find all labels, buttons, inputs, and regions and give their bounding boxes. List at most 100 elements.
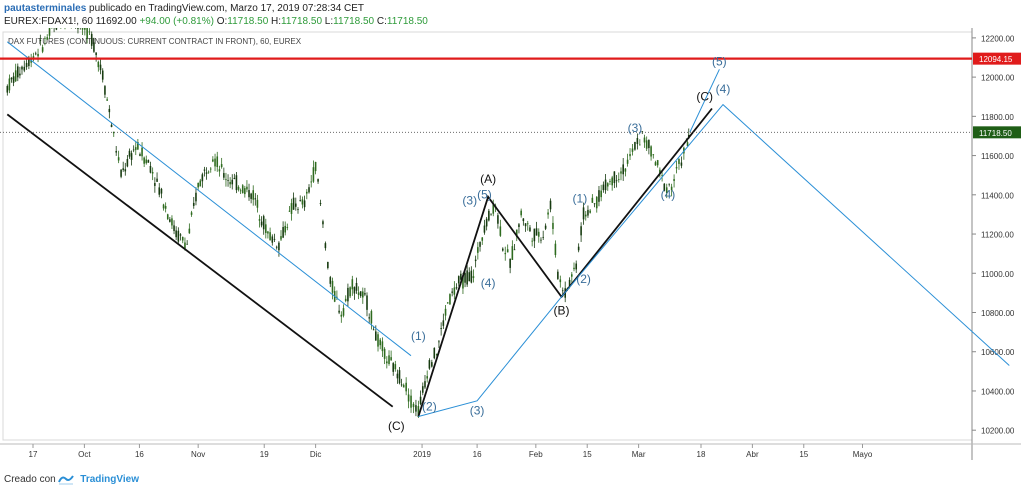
- candle-body: [629, 154, 631, 157]
- wave-label: (C): [696, 90, 713, 104]
- candle-body: [181, 236, 184, 241]
- candle-body: [568, 279, 571, 287]
- candle-body: [120, 169, 122, 177]
- candle-body: [195, 192, 197, 202]
- candle-body: [16, 66, 19, 78]
- candle-body: [207, 171, 210, 173]
- candle-body: [457, 276, 460, 284]
- y-tick-label: 11000.00: [981, 270, 1014, 279]
- wave-label: (1): [573, 192, 588, 206]
- candle-body: [164, 206, 167, 209]
- candle-body: [455, 287, 458, 289]
- candle-body: [613, 171, 616, 184]
- candle-body: [511, 246, 514, 260]
- candle-body: [143, 157, 145, 164]
- candle-body: [177, 230, 180, 242]
- x-tick-label: Mayo: [853, 450, 873, 459]
- candle-body: [464, 273, 466, 283]
- candle-body: [162, 204, 165, 209]
- high-value: 11718.50: [281, 16, 323, 27]
- candle-body: [634, 141, 636, 150]
- candle-body: [254, 198, 257, 200]
- candle-body: [524, 223, 527, 227]
- candle-body: [90, 33, 93, 46]
- candle-body: [303, 200, 306, 208]
- tradingview-logo-icon: [58, 475, 75, 485]
- candle-body: [656, 160, 659, 166]
- candle-body: [41, 47, 44, 52]
- candle-body: [260, 221, 263, 226]
- author-link[interactable]: pautasterminales: [4, 3, 87, 14]
- candle-body: [280, 236, 282, 240]
- candle-body: [301, 199, 304, 205]
- candle-body: [504, 253, 507, 255]
- candle-body: [319, 203, 322, 205]
- last-price: 11692.00: [95, 16, 137, 27]
- candle-body: [179, 234, 182, 236]
- candle-body: [477, 247, 479, 253]
- y-tick-label: 11400.00: [981, 191, 1014, 200]
- tradingview-brand[interactable]: TradingView: [80, 474, 139, 486]
- resistance-price-tag: [973, 52, 1021, 65]
- candle-body: [106, 99, 108, 101]
- candle-body: [158, 187, 161, 195]
- candle-body: [344, 298, 347, 302]
- candle-body: [355, 282, 358, 291]
- candle-body: [227, 179, 229, 181]
- candle-body: [602, 184, 605, 191]
- candle-body: [604, 179, 607, 191]
- candle-body: [442, 320, 445, 326]
- candle-body: [481, 237, 484, 241]
- candle-body: [675, 167, 678, 169]
- candle-body: [205, 172, 208, 174]
- candle-body: [661, 175, 663, 176]
- published-text: publicado en TradingView.com, Marzo 17, …: [89, 3, 365, 14]
- candle-body: [412, 403, 415, 408]
- candle-body: [128, 150, 131, 157]
- low-label: L:: [324, 16, 334, 27]
- candle-body: [631, 148, 634, 152]
- y-tick-label: 11200.00: [981, 231, 1014, 240]
- candle-body: [364, 293, 366, 295]
- candle-body: [622, 164, 624, 175]
- x-tick-label: 15: [583, 450, 592, 459]
- candle-body: [229, 181, 231, 185]
- candle-body: [288, 210, 291, 212]
- candle-body: [561, 290, 564, 292]
- blue-wave-5: [689, 69, 720, 133]
- candle-body: [139, 154, 141, 156]
- price-chart[interactable]: 12200.00 12000.00 11800.00 11600.00 11400.00…: [0, 28, 1024, 464]
- x-tick-label: 15: [799, 450, 808, 459]
- candle-body: [169, 219, 171, 222]
- candle-body: [620, 171, 622, 174]
- candle-body: [526, 223, 529, 225]
- candle-body: [435, 353, 438, 356]
- candle-body: [438, 341, 440, 343]
- candle-body: [117, 157, 120, 161]
- candle-body: [419, 396, 422, 404]
- candle-body: [214, 158, 216, 167]
- candle-body: [184, 242, 186, 249]
- candle-body: [670, 186, 673, 191]
- candle-body: [462, 275, 464, 289]
- candle-body: [93, 42, 95, 52]
- candle-body: [115, 151, 117, 153]
- y-tick-label: 12000.00: [981, 74, 1015, 83]
- candle-body: [8, 78, 11, 91]
- candle-body: [636, 137, 639, 145]
- candle-body: [190, 212, 193, 215]
- candle-body: [606, 183, 609, 187]
- candle-body: [235, 175, 238, 191]
- wave-label: (4): [716, 82, 731, 96]
- candle-body: [552, 222, 554, 229]
- x-tick-label: 2019: [413, 450, 431, 459]
- candle-body: [502, 248, 504, 251]
- candle-body: [48, 28, 51, 36]
- candle-body: [314, 161, 317, 172]
- candle-body: [506, 249, 509, 253]
- x-tick-label: 19: [260, 450, 269, 459]
- y-tick-label: 12200.00: [981, 34, 1015, 43]
- candle-body: [357, 292, 360, 295]
- candle-body: [645, 140, 648, 149]
- candle-body: [248, 190, 250, 198]
